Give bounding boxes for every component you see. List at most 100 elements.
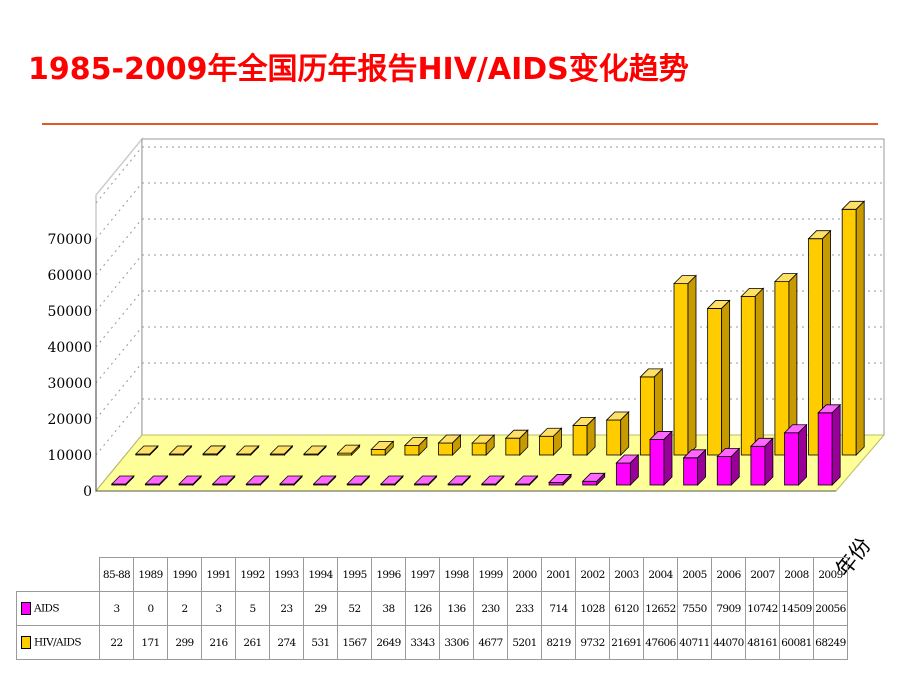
bar-front — [505, 437, 521, 456]
table-value-cell: 3 — [99, 591, 134, 626]
bar-front — [817, 412, 833, 486]
bar-side — [452, 433, 461, 456]
title-underline — [42, 123, 878, 125]
bar-side — [351, 444, 361, 456]
table-value-cell: 14509 — [779, 591, 814, 626]
y-tick-label: 40000 — [47, 340, 92, 356]
table-value-cell: 12652 — [643, 591, 678, 626]
bar-side — [360, 475, 370, 486]
table-category-cell: 2007 — [745, 557, 780, 592]
bar-front — [370, 448, 386, 456]
table-corner-cell — [17, 558, 100, 592]
table-value-cell: 3343 — [405, 625, 440, 660]
table-value-cell: 274 — [269, 625, 304, 660]
legend-swatch — [21, 602, 31, 615]
bar-aids-2001 — [548, 473, 573, 486]
table-value-cell: 3306 — [439, 625, 474, 660]
table-value-cell: 171 — [133, 625, 168, 660]
y-tick-label: 50000 — [47, 304, 92, 320]
table-value-cell: 4677 — [473, 625, 508, 660]
bar-aids-2004 — [649, 430, 673, 486]
bar-hiv-aids-1991 — [235, 445, 260, 456]
table-category-cell: 1995 — [337, 557, 372, 592]
bar-side — [831, 403, 841, 486]
bar-aids-1989 — [144, 475, 169, 486]
table-value-cell: 20056 — [813, 591, 848, 626]
table-category-cell: 1994 — [303, 557, 338, 592]
bar-hiv-aids-2004 — [673, 274, 697, 456]
table-value-cell: 6120 — [609, 591, 644, 626]
bar-hiv-aids-1998 — [471, 434, 496, 456]
bar-side — [721, 299, 731, 456]
table-value-cell: 136 — [439, 591, 474, 626]
table-value-cell: 233 — [507, 591, 542, 626]
bar-side — [293, 475, 303, 486]
bar-hiv-aids-1996 — [403, 436, 428, 456]
bar-aids-1996 — [379, 475, 404, 486]
y-axis-tick-labels: 0 10000 20000 30000 40000 50000 60000 70000 — [47, 232, 92, 500]
table-value-cell: 60081 — [779, 625, 814, 660]
table-category-cell: 85-88 — [99, 557, 134, 592]
bar-side — [327, 475, 337, 486]
table-value-cell: 40711 — [677, 625, 712, 660]
bar-hiv-aids-2007 — [773, 272, 798, 456]
bar-front — [841, 208, 857, 456]
table-value-cell: 1567 — [337, 625, 372, 660]
table-category-cell: 2006 — [711, 557, 746, 592]
table-value-cell: 7909 — [711, 591, 746, 626]
bar-front — [774, 281, 790, 456]
bar-hiv-aids-2006 — [740, 287, 765, 456]
bar-side — [730, 447, 740, 486]
bar-front — [740, 295, 756, 456]
bar-front — [615, 462, 631, 486]
legend-series-name: AIDS — [34, 602, 60, 615]
table-category-cell: 2003 — [609, 557, 644, 592]
bar-side — [125, 475, 135, 486]
bar-hiv-aids-2005 — [706, 299, 731, 456]
chart-bars — [110, 200, 866, 486]
table-value-cell: 3 — [201, 591, 236, 626]
table-value-cell: 126 — [405, 591, 440, 626]
table-category-cell: 2000 — [507, 557, 542, 592]
bar-aids-2005 — [682, 448, 707, 486]
bar-hiv-aids-2000 — [538, 427, 563, 456]
bar-aids-1993 — [279, 475, 303, 486]
bar-hiv-aids-1997 — [437, 433, 462, 456]
bar-hiv-aids-1989 — [168, 445, 193, 456]
bar-front — [539, 435, 554, 456]
bar-side — [283, 445, 293, 456]
bar-hiv-aids-1993 — [303, 445, 327, 456]
gridline-side — [95, 218, 143, 276]
y-tick-label: 60000 — [47, 268, 92, 284]
bar-hiv-aids-2002 — [605, 410, 630, 456]
bar-side — [485, 434, 495, 456]
table-value-cell: 2649 — [371, 625, 406, 660]
gridline-side — [95, 326, 143, 384]
bar-side — [149, 445, 159, 456]
bar-aids-2002 — [581, 472, 606, 486]
table-series-label: AIDS — [16, 591, 100, 626]
bar-side — [159, 475, 168, 486]
bar-front — [438, 442, 453, 456]
table-category-cell: 1999 — [473, 557, 508, 592]
bar-aids-1992 — [245, 475, 270, 486]
legend-series-name: HIV/AIDS — [34, 636, 82, 649]
bar-side — [519, 429, 529, 456]
table-value-cell: 299 — [167, 625, 202, 660]
bar-side — [798, 423, 807, 486]
bar-front — [683, 457, 699, 486]
bar-side — [461, 475, 471, 486]
bar-side — [697, 448, 707, 486]
table-value-cell: 1028 — [575, 591, 610, 626]
bar-front — [707, 308, 723, 456]
bar-aids-2000 — [514, 475, 539, 486]
bar-front — [572, 425, 588, 456]
bar-side — [764, 437, 774, 486]
bar-front — [784, 432, 799, 486]
bar-front — [649, 439, 665, 486]
bar-hiv-aids-1995 — [370, 440, 395, 456]
bar-side — [428, 475, 437, 486]
bar-side — [250, 445, 260, 456]
gridline-side — [95, 290, 143, 348]
table-value-cell: 5 — [235, 591, 270, 626]
